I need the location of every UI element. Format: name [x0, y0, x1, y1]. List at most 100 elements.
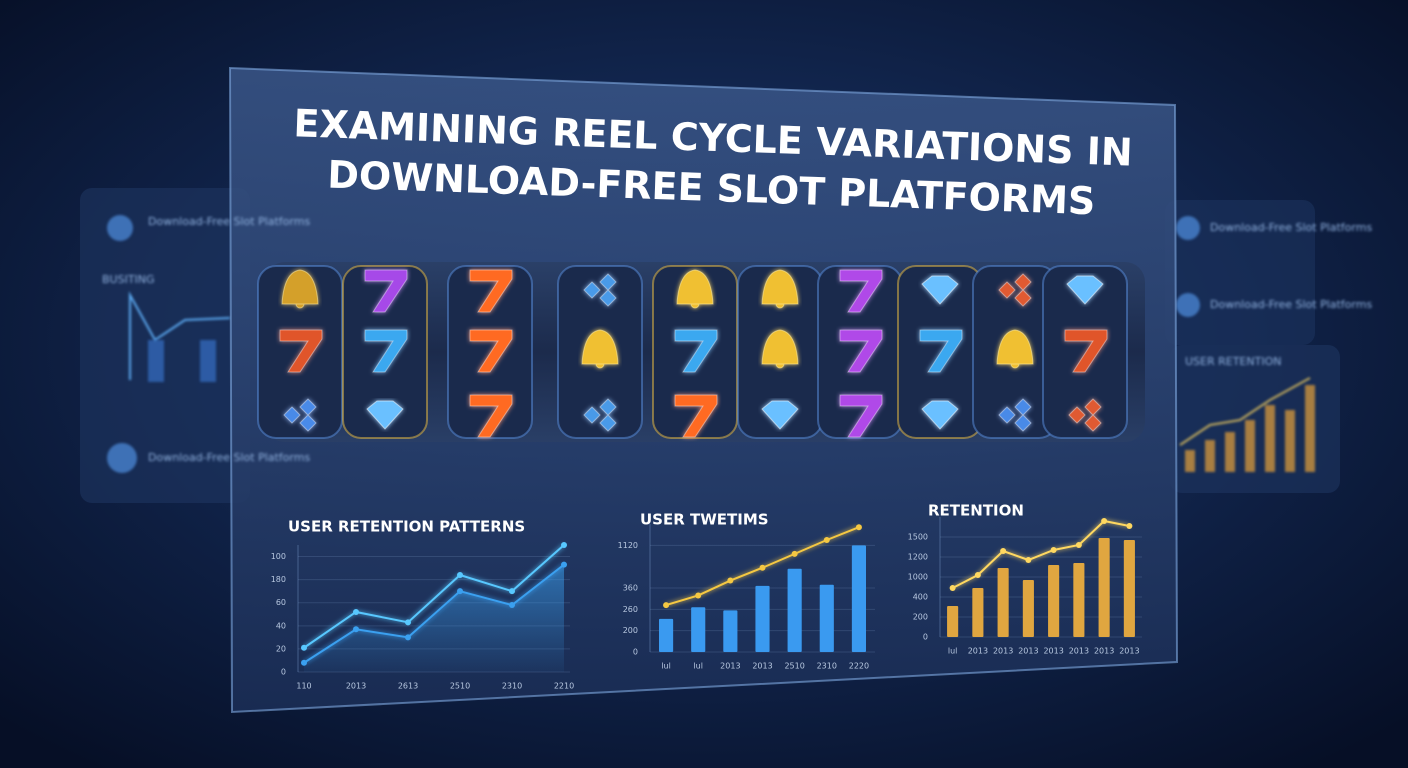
bar	[755, 585, 770, 652]
crystals	[998, 398, 1032, 432]
side-item: Download-Free Slot Platforms	[1210, 298, 1372, 311]
point	[695, 592, 702, 599]
reel-symbol	[366, 400, 404, 430]
bell	[581, 329, 619, 369]
line	[952, 519, 1130, 589]
y-tick-label: 20	[276, 644, 286, 653]
bar	[1073, 563, 1085, 637]
seven	[674, 329, 718, 373]
reel-symbol	[1064, 329, 1108, 373]
point	[855, 524, 862, 531]
reel-symbol	[761, 269, 799, 309]
x-tick-label: 2310	[502, 682, 522, 691]
reel-symbol	[364, 329, 408, 373]
reel	[342, 265, 428, 439]
point	[405, 634, 411, 641]
icon	[1176, 216, 1200, 240]
decor-bars	[1179, 377, 1315, 472]
bar	[1022, 580, 1034, 637]
point	[759, 564, 766, 571]
point	[457, 588, 463, 595]
seven	[919, 329, 963, 373]
reel-symbol	[583, 398, 617, 432]
seven	[364, 329, 408, 373]
seven	[279, 329, 323, 373]
side-label: USER RETENTION	[1185, 355, 1281, 368]
x-tick-label: 2013	[346, 682, 366, 691]
seven	[839, 329, 883, 373]
x-tick-label: 2013	[1018, 647, 1038, 656]
reel-symbol	[998, 398, 1032, 432]
point	[1126, 523, 1133, 529]
decor-bar	[200, 340, 216, 382]
y-tick-label: 0	[923, 633, 928, 642]
reel-symbol	[998, 273, 1032, 307]
icon	[107, 215, 133, 241]
bar	[1098, 538, 1110, 637]
chart-title: USER TWETIMS	[640, 511, 769, 529]
icon	[1176, 293, 1200, 317]
reel-symbol	[839, 269, 883, 313]
diamond	[921, 400, 959, 430]
y-tick-label: 0	[281, 668, 286, 677]
side-item: Download-Free Slot Platforms	[148, 451, 310, 464]
x-tick-label: 2013	[1069, 647, 1089, 656]
point	[509, 588, 515, 595]
seven	[839, 269, 883, 313]
reel-symbol	[364, 269, 408, 313]
x-tick-label: lul	[693, 662, 703, 671]
crystals	[998, 273, 1032, 307]
reel-symbol	[921, 400, 959, 430]
reel	[817, 265, 903, 439]
bell	[761, 329, 799, 369]
y-tick-label: 260	[623, 605, 638, 614]
area	[304, 564, 564, 672]
seven	[1064, 329, 1108, 373]
bar	[787, 568, 802, 652]
seven	[469, 269, 513, 313]
bar	[1048, 565, 1060, 637]
reel-symbol	[996, 329, 1034, 369]
bell	[996, 329, 1034, 369]
crystals	[583, 273, 617, 307]
bar	[819, 584, 834, 652]
seven	[469, 329, 513, 373]
point	[791, 550, 798, 557]
x-tick-label: 2510	[784, 662, 804, 671]
bar	[997, 568, 1009, 637]
side-label: BUSITING	[102, 273, 155, 286]
bar	[691, 607, 706, 652]
reel-symbol	[469, 329, 513, 373]
x-tick-label: 2310	[817, 662, 837, 671]
y-tick-label: 1120	[618, 541, 638, 550]
y-tick-label: 180	[271, 575, 286, 584]
x-tick-label: 2013	[720, 662, 740, 671]
reel-symbol	[921, 275, 959, 305]
reel-symbol	[283, 398, 317, 432]
y-tick-label: 1000	[908, 573, 928, 582]
point	[353, 626, 359, 633]
bar	[659, 618, 674, 652]
point	[823, 537, 830, 543]
point	[561, 542, 567, 548]
line	[303, 563, 565, 664]
crystals	[283, 398, 317, 432]
seven	[364, 269, 408, 313]
reel-symbol	[676, 269, 714, 309]
x-tick-label: 2013	[752, 662, 772, 671]
bell	[281, 269, 319, 309]
x-tick-label: 2013	[968, 647, 988, 656]
x-tick-label: 2220	[849, 662, 869, 671]
diamond	[761, 400, 799, 430]
diamond	[366, 400, 404, 430]
y-tick-label: 1200	[908, 553, 928, 562]
point	[1025, 557, 1032, 563]
x-tick-label: 2013	[993, 647, 1013, 656]
bar	[1123, 540, 1135, 637]
point	[1050, 547, 1057, 553]
y-tick-label: 40	[276, 621, 286, 630]
chart-title: USER RETENTION PATTERNS	[288, 518, 525, 536]
y-tick-label: 400	[913, 593, 928, 602]
seven	[674, 394, 718, 438]
